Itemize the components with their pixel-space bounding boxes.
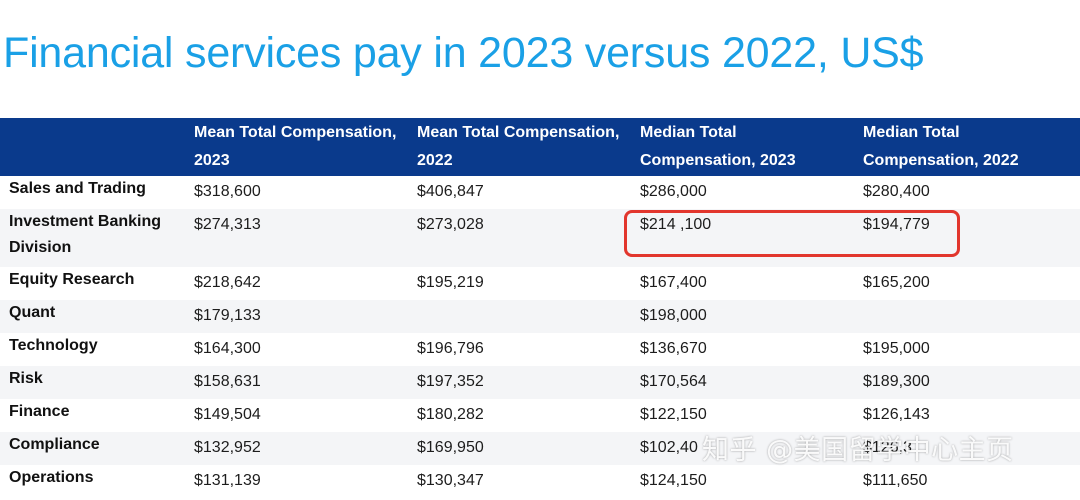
header-median-2023: Median Total Compensation, 2023 (640, 124, 796, 169)
role-cell: Technology (9, 337, 98, 354)
median-2023-cell: $198,000 (640, 307, 707, 324)
table-header: Mean Total Compensation, 2023 Mean Total… (0, 118, 1080, 176)
table-body: Sales and Trading $318,600 $406,847 $286… (0, 176, 1080, 498)
header-mean-2022: Mean Total Compensation, 2022 (417, 124, 620, 169)
mean-2022-cell: $180,282 (417, 406, 484, 423)
role-cell: Equity Research (9, 271, 135, 288)
median-2022-cell: $194,779 (863, 216, 930, 233)
median-2022-cell: $165,200 (863, 274, 930, 291)
mean-2023-cell: $149,504 (194, 406, 261, 423)
median-2022-cell (854, 300, 1080, 333)
median-2022-cell: $111,650 (863, 472, 928, 489)
mean-2023-cell: $218,642 (194, 274, 261, 291)
mean-2022-cell: $195,219 (417, 274, 484, 291)
mean-2023-cell: $164,300 (194, 340, 261, 357)
mean-2022-cell: $273,028 (417, 216, 484, 233)
table-row: Quant $179,133 $198,000 (0, 300, 1080, 333)
table-row: Operations $131,139 $130,347 $124,150 $1… (0, 465, 1080, 498)
median-2023-cell: $122,150 (640, 406, 707, 423)
table-row: Risk $158,631 $197,352 $170,564 $189,300 (0, 366, 1080, 399)
header-median-2022: Median Total Compensation, 2022 (863, 124, 1019, 169)
table-row: Sales and Trading $318,600 $406,847 $286… (0, 176, 1080, 209)
mean-2022-cell: $406,847 (417, 183, 484, 200)
role-cell: Sales and Trading (9, 180, 146, 197)
mean-2022-cell (408, 300, 631, 333)
table-row: Investment Banking Division $274,313 $27… (0, 209, 1080, 267)
mean-2023-cell: $131,139 (194, 472, 261, 489)
mean-2022-cell: $196,796 (417, 340, 484, 357)
mean-2023-cell: $274,313 (194, 216, 261, 233)
median-2023-cell: $124,150 (640, 472, 707, 489)
role-cell: Compliance (9, 436, 100, 453)
median-2022-cell: $126,143 (863, 406, 930, 423)
mean-2023-cell: $158,631 (194, 373, 261, 390)
role-cell: Finance (9, 403, 70, 420)
table-row: Equity Research $218,642 $195,219 $167,4… (0, 267, 1080, 300)
mean-2023-cell: $179,133 (194, 307, 261, 324)
mean-2023-cell: $318,600 (194, 183, 261, 200)
median-2023-cell: $286,000 (640, 183, 707, 200)
header-mean-2023: Mean Total Compensation, 2023 (194, 124, 397, 169)
median-2022-cell: $280,400 (863, 183, 930, 200)
median-2022-cell: $126,3 (863, 439, 912, 456)
role-cell: Operations (9, 469, 94, 486)
table-row: Compliance $132,952 $169,950 $102,40 $12… (0, 432, 1080, 465)
median-2023-cell: $170,564 (640, 373, 707, 390)
table-row: Finance $149,504 $180,282 $122,150 $126,… (0, 399, 1080, 432)
median-2023-cell: $102,40 (640, 439, 698, 456)
median-2023-cell: $167,400 (640, 274, 707, 291)
header-row: Mean Total Compensation, 2023 Mean Total… (0, 118, 1080, 176)
page-title: Financial services pay in 2023 versus 20… (3, 29, 924, 77)
mean-2023-cell: $132,952 (194, 439, 261, 456)
median-2023-cell: $136,670 (640, 340, 707, 357)
median-2022-cell: $195,000 (863, 340, 930, 357)
role-cell: Investment Banking Division (9, 213, 162, 256)
watermark: 知乎 @美国留学中心主页 (702, 435, 1014, 466)
table-row: Technology $164,300 $196,796 $136,670 $1… (0, 333, 1080, 366)
role-cell: Risk (9, 370, 43, 387)
median-2022-cell: $189,300 (863, 373, 930, 390)
mean-2022-cell: $197,352 (417, 373, 484, 390)
median-2023-cell: $214 ,100 (640, 216, 712, 233)
mean-2022-cell: $169,950 (417, 439, 484, 456)
compensation-table: Mean Total Compensation, 2023 Mean Total… (0, 118, 1080, 498)
mean-2022-cell: $130,347 (417, 472, 484, 489)
header-role (0, 118, 185, 176)
compensation-table-container: Mean Total Compensation, 2023 Mean Total… (0, 118, 1080, 498)
role-cell: Quant (9, 304, 56, 321)
